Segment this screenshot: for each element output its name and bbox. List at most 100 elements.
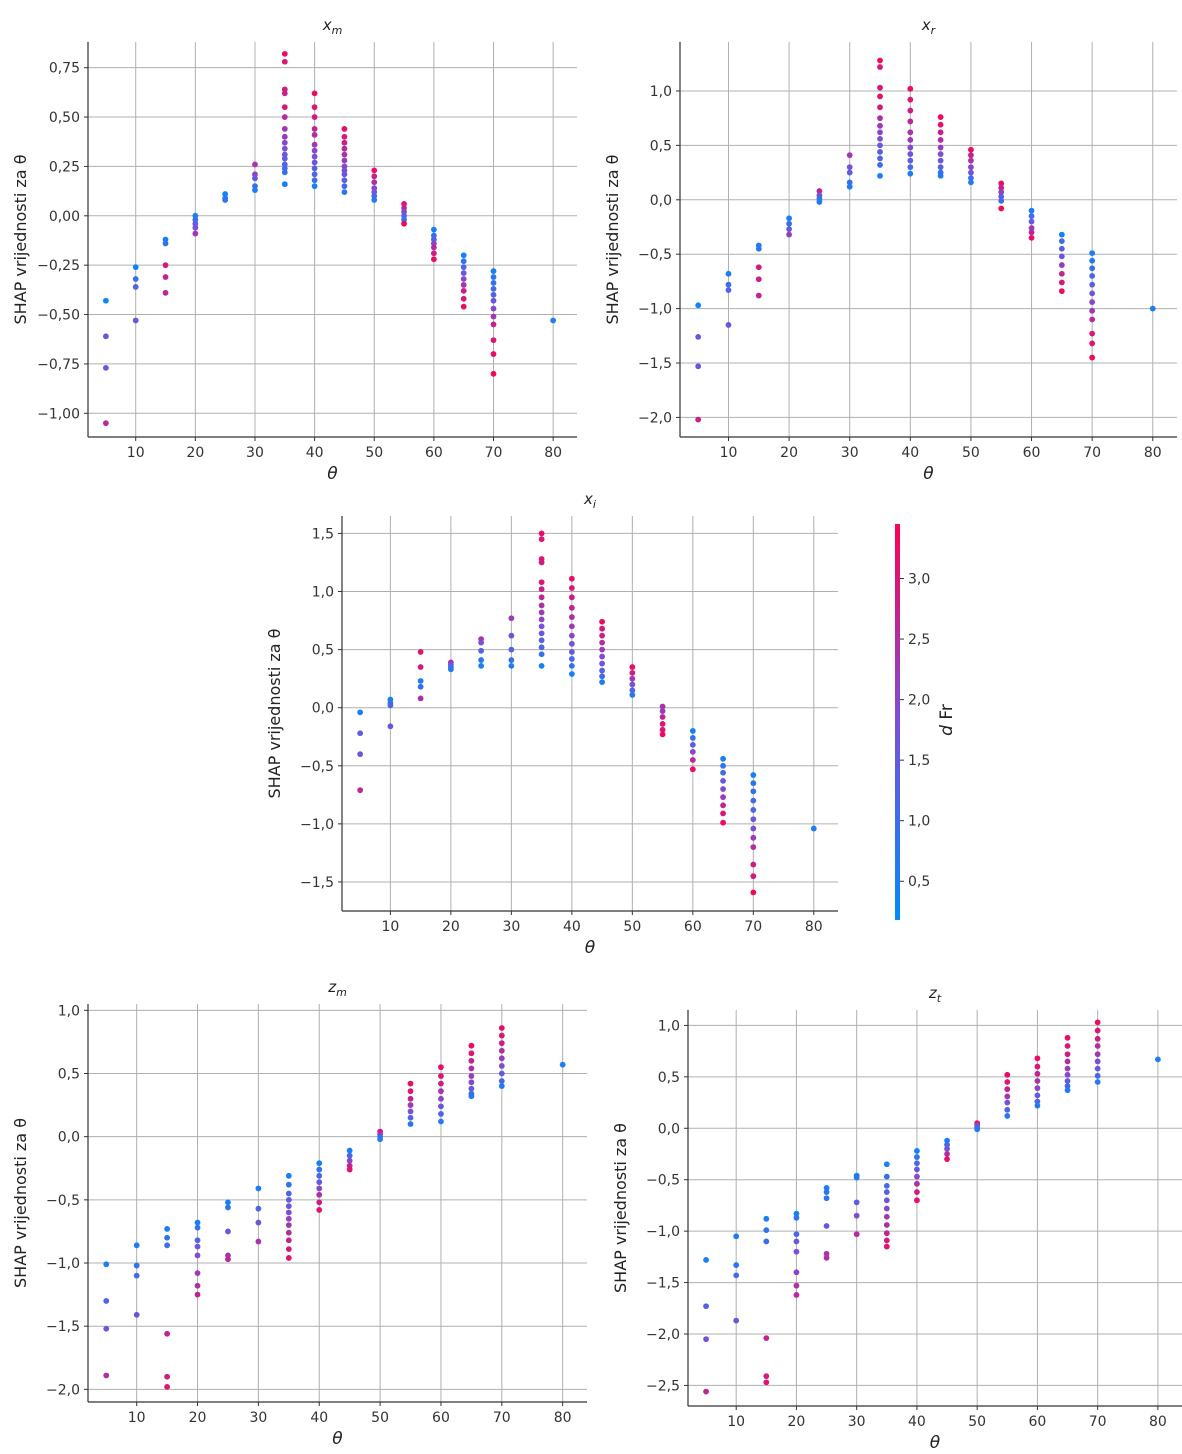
data-point [755, 292, 762, 299]
data-point [407, 1102, 414, 1108]
data-point [387, 702, 394, 709]
data-point [720, 794, 726, 801]
data-point [371, 167, 378, 174]
data-point [460, 276, 467, 282]
y-tick-label: 1,0 [658, 1018, 680, 1034]
data-point [877, 104, 883, 111]
data-point [357, 730, 364, 737]
data-point [763, 1379, 770, 1386]
data-point [162, 274, 169, 280]
data-point [725, 270, 732, 277]
x-tick-label: 40 [901, 445, 919, 461]
data-point [695, 333, 702, 340]
y-tick-label: −1,5 [300, 875, 334, 891]
x-tick-label: 30 [848, 1414, 866, 1430]
data-point [538, 594, 545, 601]
y-tick-label: −1,5 [646, 1276, 680, 1292]
data-point [102, 364, 109, 371]
data-point [438, 1088, 444, 1095]
data-point [907, 96, 914, 103]
data-point [720, 810, 726, 817]
data-point [316, 1172, 323, 1179]
data-point [311, 114, 318, 120]
data-point [490, 337, 497, 344]
data-point [568, 594, 575, 601]
data-point [460, 258, 467, 265]
data-point [285, 1181, 292, 1188]
data-point [285, 1203, 292, 1210]
data-point [750, 873, 757, 880]
data-point [311, 153, 318, 160]
data-point [750, 788, 757, 795]
data-point [659, 721, 666, 727]
data-point [823, 1223, 830, 1229]
data-point [1089, 340, 1096, 347]
x-axis-label: θ [923, 464, 934, 484]
data-point [538, 559, 545, 566]
data-point [725, 281, 732, 288]
data-point [823, 1189, 830, 1195]
data-point [816, 188, 823, 194]
data-point [164, 1373, 171, 1380]
data-point [599, 660, 605, 667]
data-point [944, 1141, 950, 1148]
data-point [281, 169, 288, 176]
data-point [810, 825, 817, 832]
data-point [1089, 290, 1096, 297]
data-point [725, 322, 732, 328]
data-point [750, 844, 757, 851]
data-point [763, 1335, 770, 1342]
x-tick-label: 80 [544, 445, 562, 461]
data-point [1034, 1063, 1041, 1070]
data-point [695, 363, 702, 370]
data-point [538, 536, 545, 543]
data-point [281, 133, 288, 140]
data-point [968, 157, 974, 164]
data-point [508, 662, 515, 669]
x-tick-label: 50 [968, 1414, 986, 1430]
data-point [407, 1114, 414, 1121]
data-point [538, 616, 545, 623]
data-point [194, 1243, 201, 1250]
data-point [225, 1256, 231, 1263]
data-point [998, 180, 1005, 187]
data-point [460, 295, 467, 302]
data-point [357, 787, 364, 794]
data-point [311, 183, 318, 190]
data-point [285, 1190, 292, 1197]
data-point [937, 151, 944, 157]
data-point [1089, 316, 1096, 323]
data-point [194, 1270, 201, 1277]
data-point [281, 145, 288, 152]
data-point [763, 1227, 770, 1234]
data-point [1034, 1102, 1041, 1109]
data-point [162, 262, 169, 269]
data-point [629, 692, 636, 698]
data-point [371, 173, 378, 180]
data-point [877, 57, 883, 64]
data-point [285, 1209, 292, 1216]
data-point [438, 1103, 444, 1110]
data-point [703, 1303, 709, 1310]
data-point [599, 646, 605, 653]
data-point [750, 807, 757, 813]
data-point [1064, 1058, 1071, 1065]
data-point [793, 1214, 800, 1221]
data-point [430, 244, 437, 251]
chart-title: xi [583, 490, 596, 511]
data-point [371, 197, 378, 203]
data-point [281, 114, 288, 120]
y-tick-label: 0,75 [49, 61, 80, 77]
data-point [1094, 1051, 1101, 1058]
data-point [490, 268, 497, 274]
data-point [478, 657, 485, 663]
data-point [438, 1064, 444, 1071]
data-point [907, 164, 914, 171]
data-point [703, 1336, 709, 1343]
data-point [1028, 229, 1035, 236]
data-point [937, 144, 944, 151]
data-point [498, 1070, 505, 1077]
data-point [823, 1254, 830, 1261]
data-point [695, 416, 702, 423]
data-point [907, 170, 914, 177]
